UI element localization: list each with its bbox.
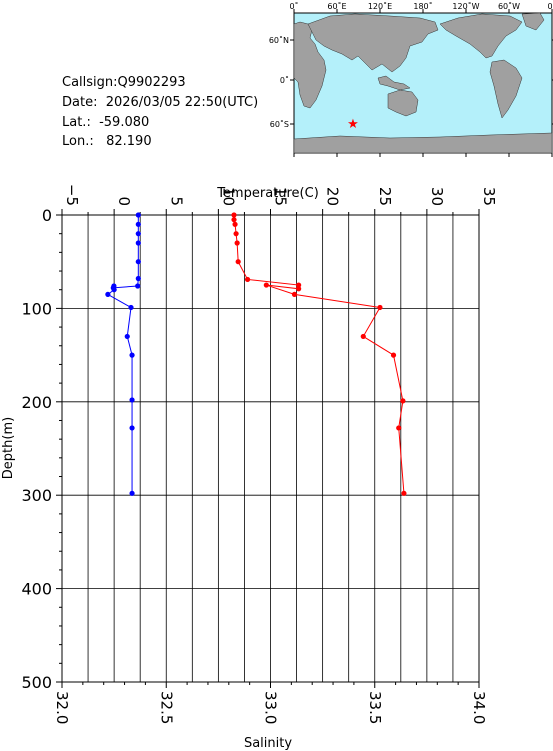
series-0-point	[135, 275, 141, 282]
top-tick-label: 10	[219, 187, 237, 206]
series-0-point	[105, 291, 111, 297]
map-lat-tick-label: 60˚N	[269, 35, 289, 45]
landmass-south-america	[489, 59, 523, 119]
landmass-asia	[307, 13, 439, 73]
series-1-point	[231, 212, 237, 218]
y-tick-label: 300	[21, 486, 52, 505]
series-1-point	[234, 240, 240, 246]
profile-chart: −5 0 5 10 15 20 25 30 35 32.0 32.5 33.0 33.5 34.0 0 100…	[1, 184, 498, 751]
map-top-tick-label: 120˚W	[452, 1, 479, 11]
landmass-indonesia	[377, 75, 411, 91]
series-0-point	[135, 283, 141, 289]
location-map: ★ 0˚ 60˚E 120˚E 180˚ 120˚W 60˚W 0˚ 60˚N 0˚ 60˚S	[269, 1, 553, 157]
map-top-tick-label: 60˚W	[498, 1, 520, 11]
series-1-point	[244, 276, 251, 283]
y-tick-label: 100	[21, 299, 52, 318]
top-tick-label: 20	[324, 187, 342, 206]
series-0-point	[135, 259, 141, 265]
top-tick-label: 5	[167, 196, 185, 206]
series-1-point	[377, 304, 383, 311]
series-1-point	[400, 398, 406, 404]
y-tick-label: 500	[21, 673, 52, 692]
map-landmasses	[293, 12, 553, 154]
top-tick-label: 0	[115, 196, 133, 206]
series-1-point	[263, 282, 269, 288]
top-tick-label: 15	[272, 187, 290, 206]
series-1-point	[235, 259, 241, 265]
series-1-point	[233, 231, 239, 237]
series-0-point	[129, 425, 135, 431]
y-tick-label: 0	[42, 206, 52, 225]
map-top-tick-label: 120˚E	[368, 1, 392, 11]
bottom-tick-label: 34.0	[470, 691, 488, 724]
series-0-point	[128, 304, 134, 311]
series-1-point	[360, 333, 366, 340]
y-tick-label: 400	[21, 580, 52, 599]
series-1-point	[401, 490, 407, 496]
map-lat-tick-label: 60˚S	[270, 119, 289, 129]
series-0-point	[129, 397, 135, 403]
bottom-axis-title: Salinity	[244, 736, 292, 751]
bottom-tick-label: 33.0	[262, 691, 280, 724]
bottom-tick-label: 32.0	[53, 691, 71, 724]
y-axis-title: Depth(m)	[1, 417, 16, 479]
series-0-point	[111, 287, 117, 293]
y-tick-label: 200	[21, 393, 52, 412]
longitude-label: Lon.: 82.190	[62, 134, 152, 149]
top-tick-label: 25	[376, 187, 394, 206]
series-0-point	[135, 212, 141, 218]
series-0-point	[129, 490, 135, 496]
map-lat-tick-label: 0˚	[280, 75, 289, 85]
series-1-point	[232, 221, 238, 227]
date-label: Date: 2026/03/05 22:50(UTC)	[62, 95, 259, 110]
series-0-point	[124, 333, 130, 340]
landmass-australia	[387, 89, 419, 117]
series-1-point	[296, 282, 302, 288]
callsign-label: Callsign:Q9902293	[62, 75, 186, 90]
landmass-north-america	[439, 13, 523, 59]
series-1-line	[233, 215, 405, 494]
map-top-tick-label: 180˚	[413, 1, 432, 11]
bottom-tick-label: 32.5	[157, 691, 175, 724]
series-1-point	[296, 286, 302, 292]
map-star-marker: ★	[347, 117, 359, 132]
series-0-point	[135, 221, 141, 227]
top-tick-label: 30	[428, 187, 446, 206]
map-top-tick-label: 0˚	[289, 1, 298, 11]
map-top-tick-label: 60˚E	[327, 1, 346, 11]
series-1-point	[390, 352, 397, 358]
series-0-point	[129, 352, 135, 358]
series-0-point	[111, 283, 117, 289]
bottom-tick-label: 33.5	[366, 691, 384, 724]
series-1-point	[231, 217, 237, 223]
series-1-point	[291, 291, 298, 297]
landmass-greenland	[521, 12, 545, 31]
latitude-label: Lat.: -59.080	[62, 115, 150, 130]
series-0-point	[135, 240, 141, 246]
series-0-point	[135, 231, 141, 237]
top-tick-label: −5	[63, 184, 81, 206]
top-axis-title: Temperature(C)	[216, 186, 319, 201]
top-tick-label: 35	[480, 187, 498, 206]
series-1-point	[396, 425, 402, 431]
map-top-tick-label: 0˚	[547, 1, 553, 11]
